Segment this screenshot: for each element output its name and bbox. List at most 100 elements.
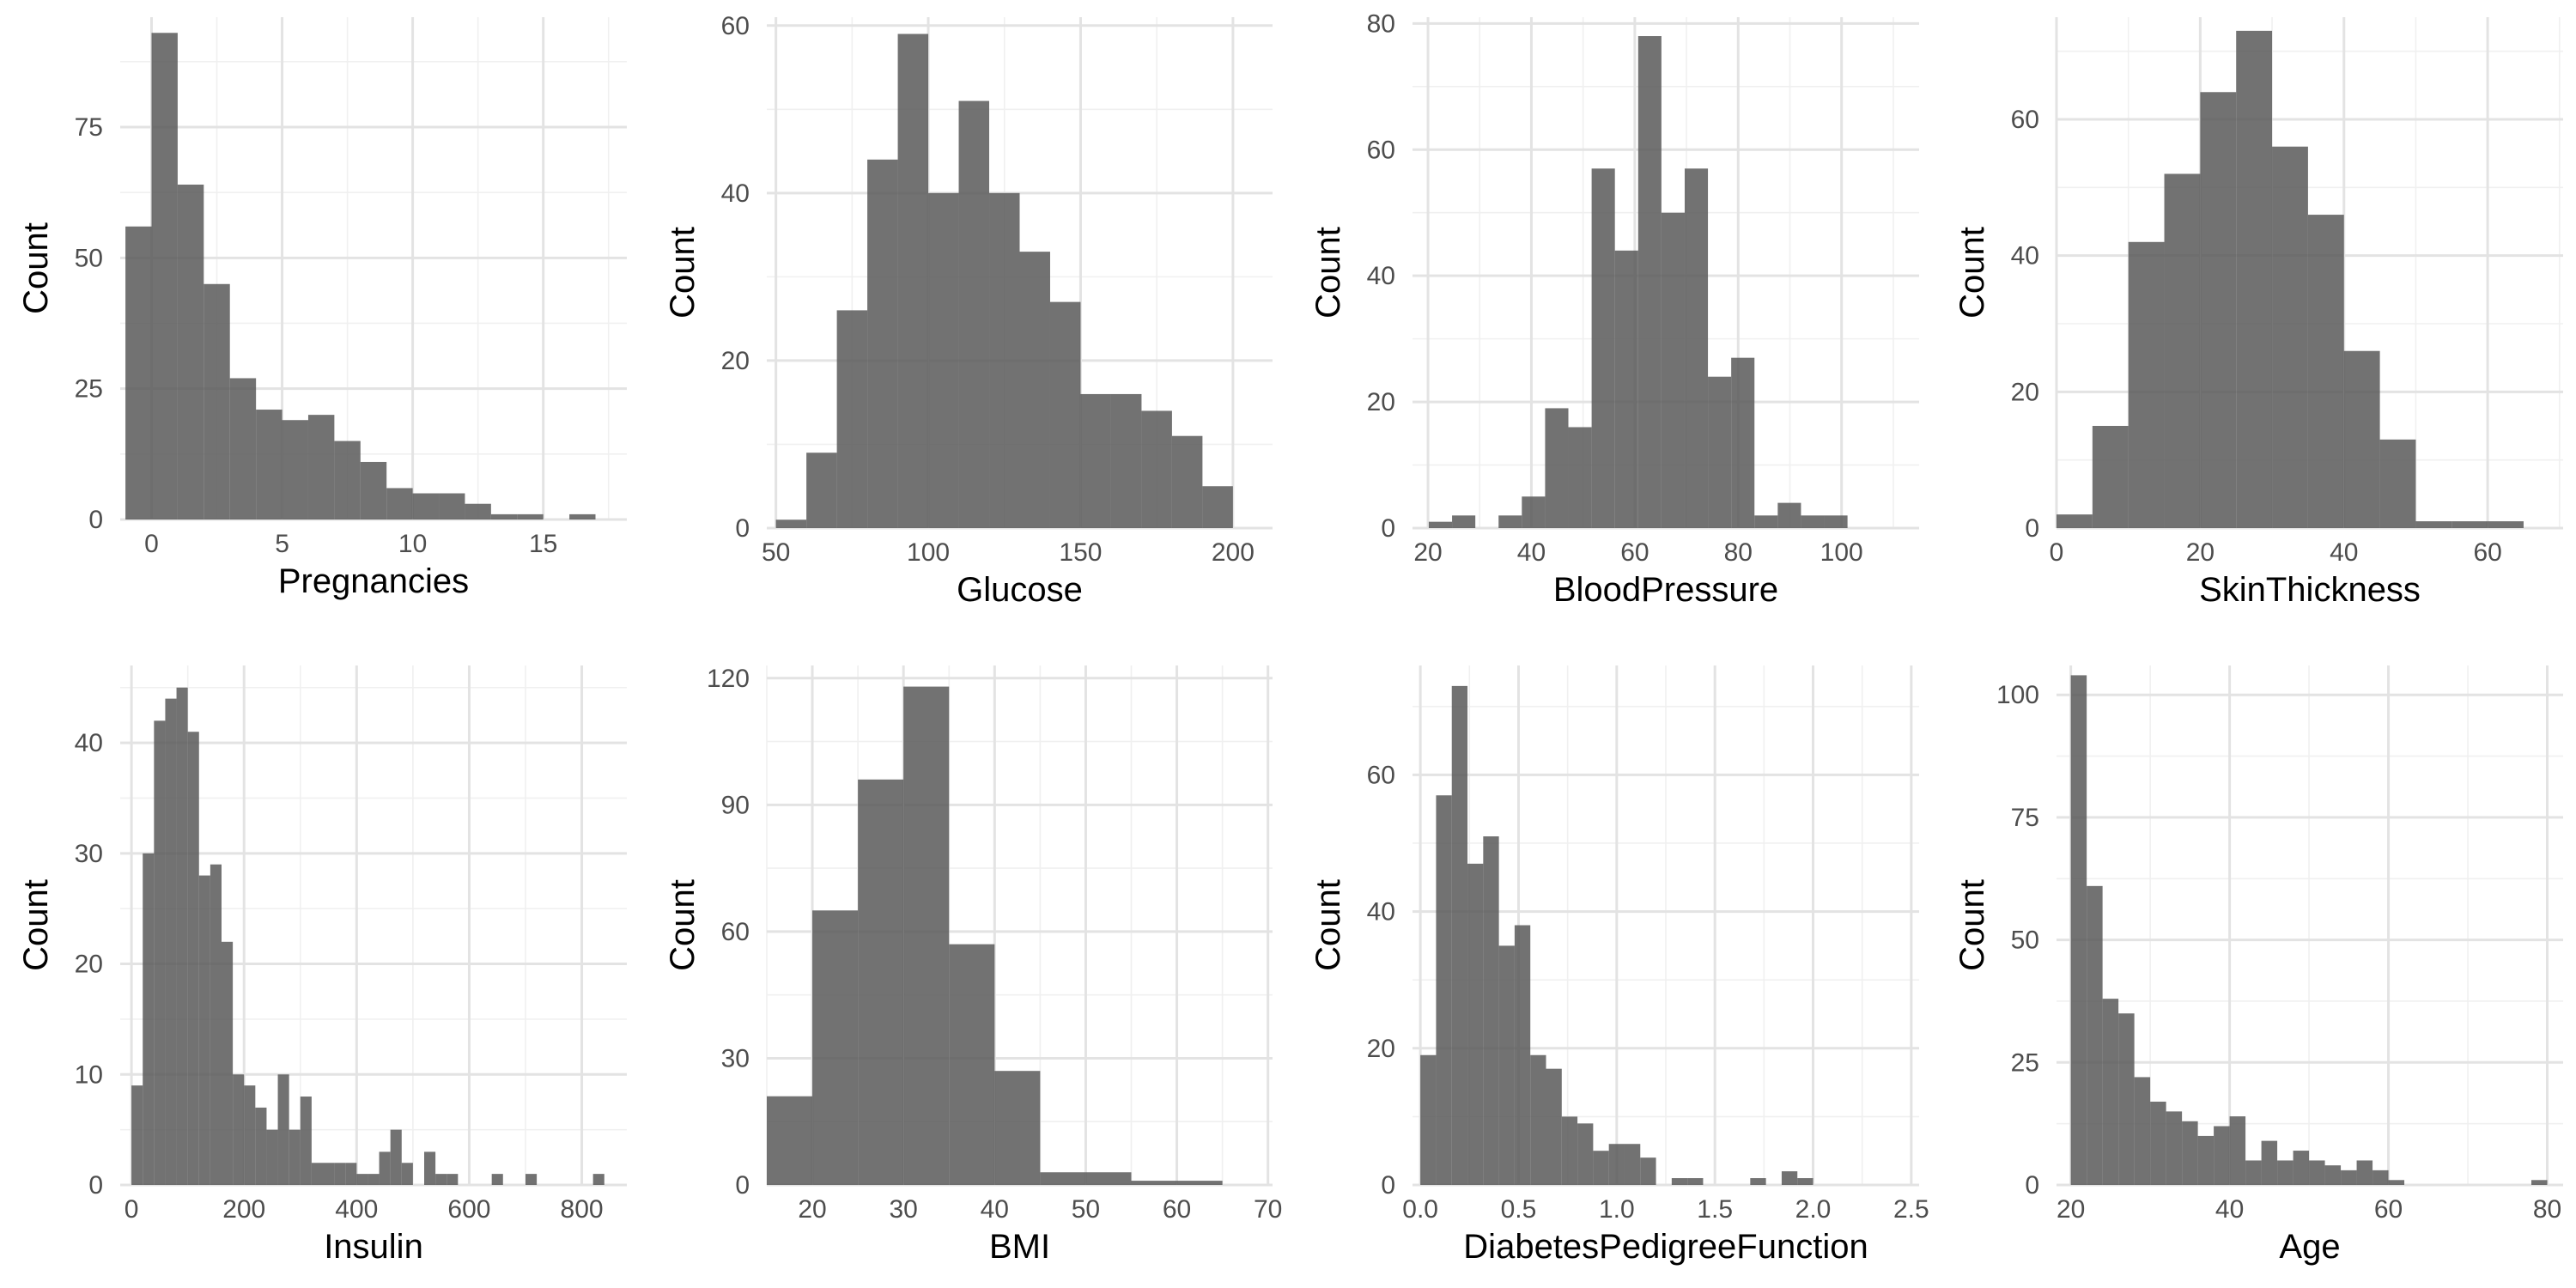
x-tick-label: 100 [907, 538, 950, 567]
bloodpressure-histogram: 20 40 60 80 100 0 20 40 60 80 BloodPressure Count [1309, 9, 1919, 609]
x-tick-label: 200 [222, 1195, 265, 1224]
histogram-bar [1708, 376, 1732, 528]
histogram-bar [1176, 1181, 1223, 1185]
histogram-bar [2341, 1170, 2357, 1185]
x-tick-label: 20 [2186, 538, 2215, 567]
x-tick-label: 5 [275, 530, 289, 558]
histogram-bar [222, 941, 234, 1185]
y-tick-label: 60 [1367, 136, 1395, 164]
y-tick-label: 20 [75, 951, 103, 979]
y-tick-label: 25 [75, 375, 103, 404]
histogram-bar [1141, 410, 1172, 528]
histogram-bar [323, 1163, 335, 1185]
histogram-bar [569, 513, 596, 519]
histogram-bar [836, 310, 868, 528]
histogram-bar [2261, 1140, 2278, 1185]
histogram-bar [1545, 408, 1569, 528]
histogram-bar [368, 1174, 380, 1185]
x-tick-label: 600 [447, 1195, 490, 1224]
x-axis-title: Insulin [324, 1228, 423, 1266]
y-tick-label: 90 [721, 791, 750, 819]
y-tick-label: 0 [2025, 514, 2039, 543]
histogram-bar [1684, 168, 1709, 528]
histogram-bar [2236, 30, 2273, 529]
pregnancies-histogram: 0 5 10 15 0 25 50 75 Pregnancies Count [17, 17, 627, 600]
histogram-bar [2272, 146, 2308, 528]
histogram-bar [1483, 836, 1499, 1185]
histogram-bar [1824, 515, 1848, 528]
histogram-bar [143, 853, 155, 1185]
histogram-bar [1467, 863, 1484, 1185]
histogram-bar [2388, 1180, 2405, 1185]
histogram-bar [1428, 521, 1453, 528]
histogram-bar [2197, 1135, 2215, 1185]
histogram-bar [2164, 173, 2201, 528]
histogram-bar [2356, 1160, 2373, 1185]
x-tick-label: 100 [1820, 538, 1863, 567]
y-tick-label: 40 [75, 729, 103, 757]
y-tick-label: 0 [1381, 1171, 1395, 1200]
x-axis-title: Pregnancies [278, 562, 469, 600]
histogram-bar [439, 493, 465, 519]
histogram-bar [187, 732, 199, 1185]
x-tick-label: 60 [2473, 538, 2501, 567]
histogram-bar [2372, 1170, 2389, 1185]
y-axis-title: Count [1309, 227, 1347, 319]
histogram-bar [1801, 515, 1825, 528]
histogram-bar [2200, 92, 2237, 529]
histogram-bar [897, 33, 929, 529]
histogram-bar [867, 159, 898, 528]
x-tick-label: 50 [762, 538, 790, 567]
histogram-bar [1498, 945, 1515, 1185]
y-tick-label: 20 [721, 347, 750, 375]
histogram-bar [1624, 1144, 1641, 1185]
x-tick-label: 800 [561, 1195, 604, 1224]
histogram-bar [2451, 521, 2488, 528]
histogram-bar [2150, 1101, 2166, 1185]
x-tick-label: 40 [1517, 538, 1546, 567]
histogram-bar [334, 1163, 346, 1185]
histogram-bar [994, 1071, 1041, 1185]
histogram-bar [177, 185, 204, 519]
y-tick-label: 100 [1996, 681, 2039, 709]
x-axis-title: Glucose [957, 571, 1083, 609]
x-tick-label: 80 [1724, 538, 1753, 567]
histogram-bar [1498, 515, 1522, 528]
histogram-bar [812, 910, 859, 1185]
histogram-bar [1420, 1054, 1437, 1185]
y-axis-title: Count [664, 879, 702, 971]
histogram-bar [465, 503, 491, 519]
histogram-bar [2307, 215, 2344, 529]
x-tick-label: 30 [890, 1195, 918, 1224]
histogram-bar [928, 192, 959, 528]
histogram-bar [2214, 1126, 2230, 1185]
y-tick-label: 50 [75, 244, 103, 272]
histogram-bar [1561, 1116, 1578, 1185]
histogram-bar [1171, 435, 1203, 528]
x-tick-label: 50 [1072, 1195, 1100, 1224]
y-tick-label: 30 [721, 1044, 750, 1072]
y-tick-label: 40 [721, 179, 750, 208]
y-tick-label: 40 [2011, 242, 2039, 270]
histogram-bar [1514, 925, 1531, 1185]
histogram-bar [198, 875, 210, 1185]
histogram-bar [2343, 350, 2380, 528]
y-tick-label: 0 [1381, 514, 1395, 543]
y-axis-title: Count [664, 227, 702, 319]
x-tick-label: 40 [2330, 538, 2358, 567]
histogram-bar [307, 415, 335, 519]
x-tick-label: 60 [2374, 1195, 2403, 1224]
histogram-bar [2118, 1013, 2135, 1185]
histogram-bar [2531, 1180, 2548, 1185]
histogram-bar [1797, 1178, 1814, 1185]
histogram-bar [360, 461, 387, 519]
histogram-bar [526, 1174, 538, 1185]
y-axis-title: Count [1953, 227, 1991, 319]
x-axis-title: Age [2279, 1228, 2340, 1266]
y-axis-title: Count [1309, 879, 1347, 971]
histogram-bar [210, 864, 222, 1185]
histogram-bar [1750, 1178, 1766, 1185]
histogram-bar [412, 493, 440, 519]
x-tick-label: 40 [981, 1195, 1009, 1224]
y-tick-label: 20 [1367, 1035, 1395, 1063]
